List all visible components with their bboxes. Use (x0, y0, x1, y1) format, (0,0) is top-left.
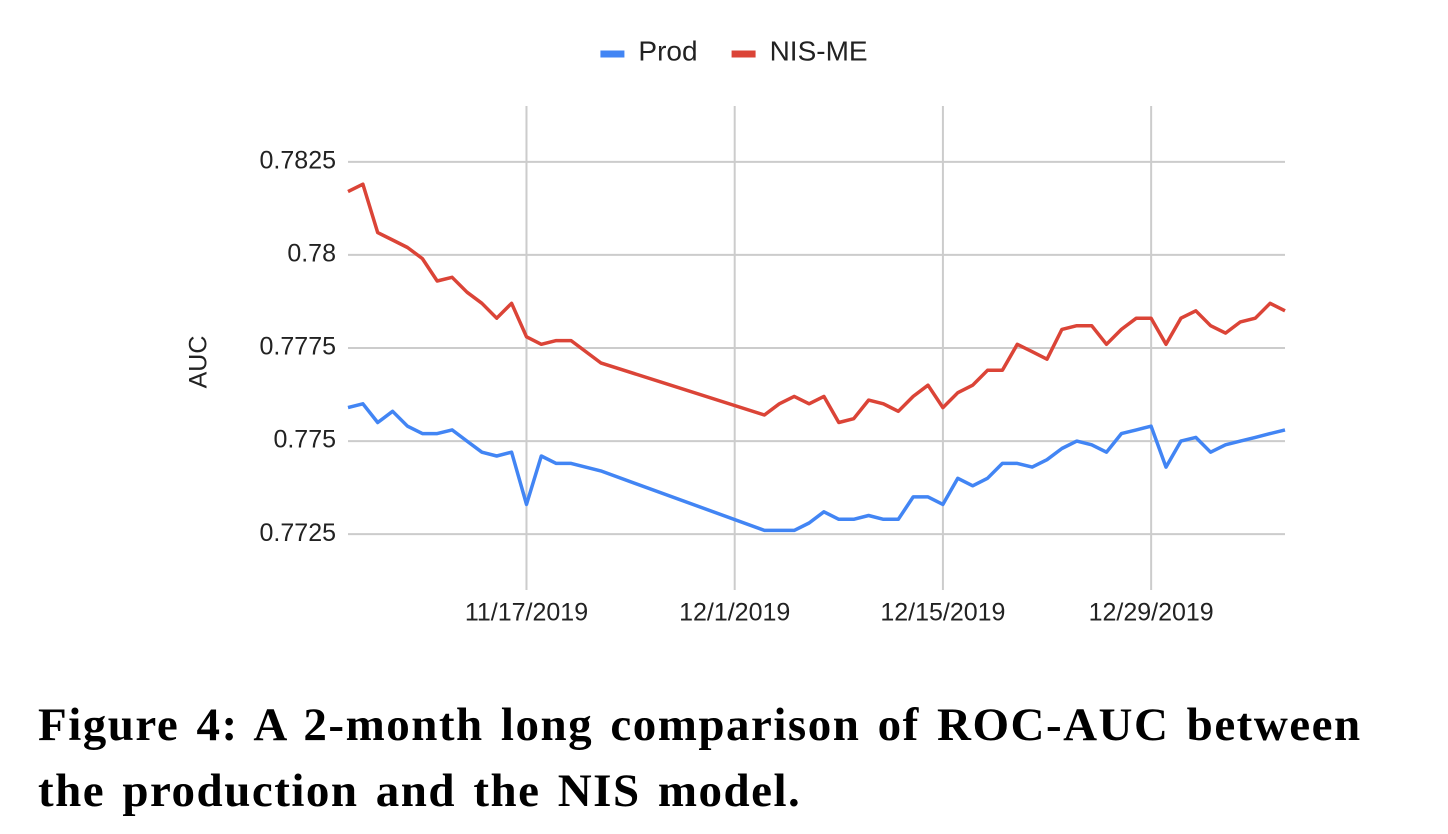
y-tick-label: 0.7825 (260, 146, 336, 174)
chart: AUC 0.7725 0.775 0.7775 0.78 0.7825 11/17/201… (185, 35, 1286, 627)
y-tick-label: 0.775 (273, 426, 336, 454)
data-line (347, 402, 1286, 533)
legend: Prod NIS-ME (600, 35, 868, 66)
y-axis-title: AUC (185, 336, 213, 389)
x-tick-label: 12/29/2019 (1089, 599, 1214, 627)
x-tick-label: 12/1/2019 (679, 599, 790, 627)
legend-label: Prod (638, 35, 697, 66)
legend-label: NIS-ME (770, 35, 868, 66)
data-line (347, 182, 1286, 425)
figure-caption: Figure 4: A 2-month long comparison of R… (38, 699, 1362, 817)
y-tick-label: 0.7725 (260, 519, 336, 547)
x-tick-label: 11/17/2019 (465, 599, 588, 627)
x-tick-label: 12/15/2019 (880, 599, 1005, 627)
y-tick-label: 0.78 (287, 240, 336, 268)
y-tick-label: 0.7775 (260, 333, 336, 361)
